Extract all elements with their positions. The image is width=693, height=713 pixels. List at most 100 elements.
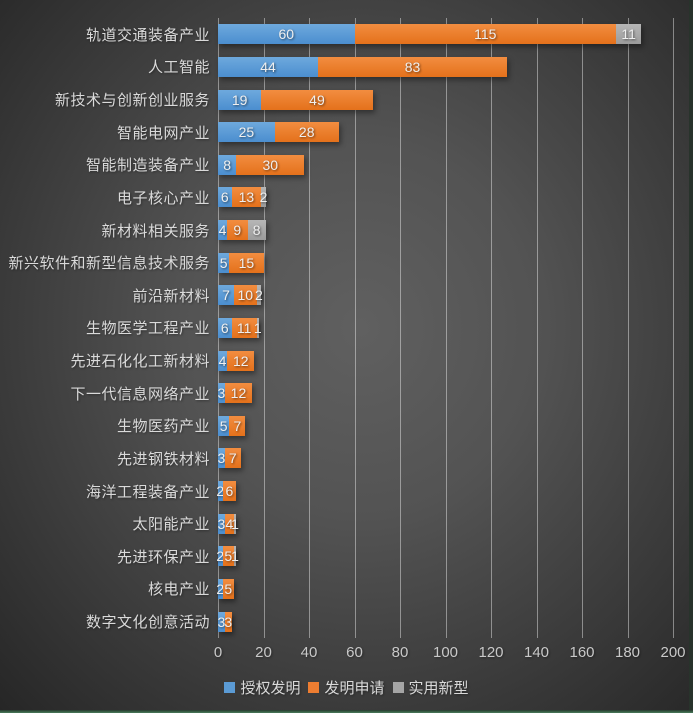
bar-stack: 8 30 <box>218 154 305 175</box>
y-axis-category-label: 智能制造装备产业 <box>85 157 210 175</box>
gridline <box>309 18 310 638</box>
bar-segment: 3 <box>224 611 233 632</box>
bar-segment: 2 <box>255 285 263 306</box>
gridline <box>536 18 538 638</box>
legend-swatch-icon <box>224 682 236 693</box>
bar-row: 8 30 <box>218 149 673 182</box>
bar-stack: 60 115 11 <box>218 24 642 45</box>
x-axis-tick-label: 60 <box>346 644 363 661</box>
bar-segment: 3 <box>217 383 226 404</box>
bar-segment: 1 <box>253 317 262 338</box>
bar-segment: 4 <box>218 220 228 241</box>
bar-row: 3 12 <box>218 377 673 410</box>
bar-row: 6 11 1 <box>218 312 673 345</box>
bar-segment: 115 <box>354 24 617 45</box>
y-axis-category-label: 先进环保产业 <box>116 548 210 566</box>
y-axis-category-label: 智能电网产业 <box>116 124 210 142</box>
bar-segment: 4 <box>224 513 234 534</box>
bar-stack: 6 13 2 <box>218 187 268 208</box>
bar-stack: 44 83 <box>218 56 507 77</box>
legend-item: 授权发明 <box>224 677 300 698</box>
y-axis-category-label: 核电产业 <box>147 581 210 599</box>
bar-stack: 3 12 <box>217 383 253 404</box>
x-axis-tick-label: 100 <box>432 644 459 661</box>
bar-segment: 8 <box>218 154 237 175</box>
bar-row: 44 83 <box>218 51 673 84</box>
y-axis-category-label: 新兴软件和新型信息技术服务 <box>8 255 210 273</box>
x-axis-tick-label: 160 <box>569 644 595 661</box>
bar-segment: 2 <box>216 546 225 567</box>
gridline <box>400 18 401 638</box>
bar-segment: 5 <box>222 578 234 599</box>
bar-segment: 7 <box>218 285 234 306</box>
gridline <box>354 18 356 638</box>
y-axis-category-label: 轨道交通装备产业 <box>85 26 210 44</box>
y-axis-category-label: 海洋工程装备产业 <box>85 483 210 501</box>
bar-segment: 10 <box>233 285 257 306</box>
bar-segment: 1 <box>231 546 239 567</box>
y-axis-category-label: 生物医药产业 <box>116 418 210 436</box>
y-axis-category-label: 人工智能 <box>147 59 210 77</box>
bar-segment: 12 <box>224 383 253 404</box>
bar-segment: 7 <box>229 415 246 436</box>
y-axis-category-label: 先进钢铁材料 <box>116 450 210 468</box>
bar-row: 60 115 11 <box>218 18 673 51</box>
bar-segment: 15 <box>229 252 264 273</box>
bar-segment: 7 <box>224 448 241 469</box>
bar-segment: 6 <box>222 481 237 502</box>
bar-segment: 2 <box>259 187 268 208</box>
legend-label: 实用新型 <box>408 680 469 697</box>
bar-segment: 30 <box>236 154 305 175</box>
bar-segment: 4 <box>218 350 228 371</box>
y-axis-category-labels: 轨道交通装备产业 人工智能 新技术与创新创业服务 智能电网产业 智能制造装备产业 电子核心… <box>0 18 210 638</box>
x-axis-tick-label: 200 <box>660 644 686 661</box>
window-edge-bottom <box>0 710 693 713</box>
x-axis-tick-label: 40 <box>300 644 318 661</box>
bar-segment: 13 <box>231 187 262 208</box>
y-axis-category-label: 前沿新材料 <box>132 287 210 305</box>
x-axis-tick-label: 80 <box>391 644 409 661</box>
legend-swatch-icon <box>308 682 320 693</box>
bar-segment: 49 <box>261 89 373 110</box>
x-axis-tick-label: 120 <box>478 644 504 661</box>
plot-area: 60 115 11 44 83 19 49 25 28 8 30 6 13 2 4 9 8 5 15 7 10 2 6 11 1… <box>216 18 674 638</box>
bar-segment: 5 <box>222 546 234 567</box>
legend-item: 发明申请 <box>308 677 385 698</box>
x-axis-tick-label: 140 <box>523 644 550 661</box>
bar-segment: 25 <box>218 122 275 143</box>
bar-row: 19 49 <box>218 83 673 116</box>
bar-stack: 7 10 2 <box>218 285 263 306</box>
bar-segment: 12 <box>227 350 255 371</box>
legend-item: 实用新型 <box>392 677 469 698</box>
x-axis-tick-label: 20 <box>255 644 272 661</box>
gridline <box>491 18 492 638</box>
bar-row: 4 12 <box>218 344 673 377</box>
bar-segment: 11 <box>616 24 642 45</box>
bar-segment: 19 <box>218 89 262 110</box>
bar-row: 25 28 <box>218 116 673 149</box>
bar-row: 5 15 <box>218 246 673 279</box>
bar-stack: 5 15 <box>218 252 264 273</box>
y-axis-category-label: 生物医学工程产业 <box>85 320 210 338</box>
bar-segment: 6 <box>218 187 232 208</box>
bar-segment: 2 <box>216 481 225 502</box>
bar-segment: 3 <box>217 513 226 534</box>
x-axis-tick-label: 180 <box>614 644 641 661</box>
bar-stack: 25 28 <box>218 122 339 143</box>
gridline <box>627 18 629 638</box>
gridline <box>445 18 447 638</box>
